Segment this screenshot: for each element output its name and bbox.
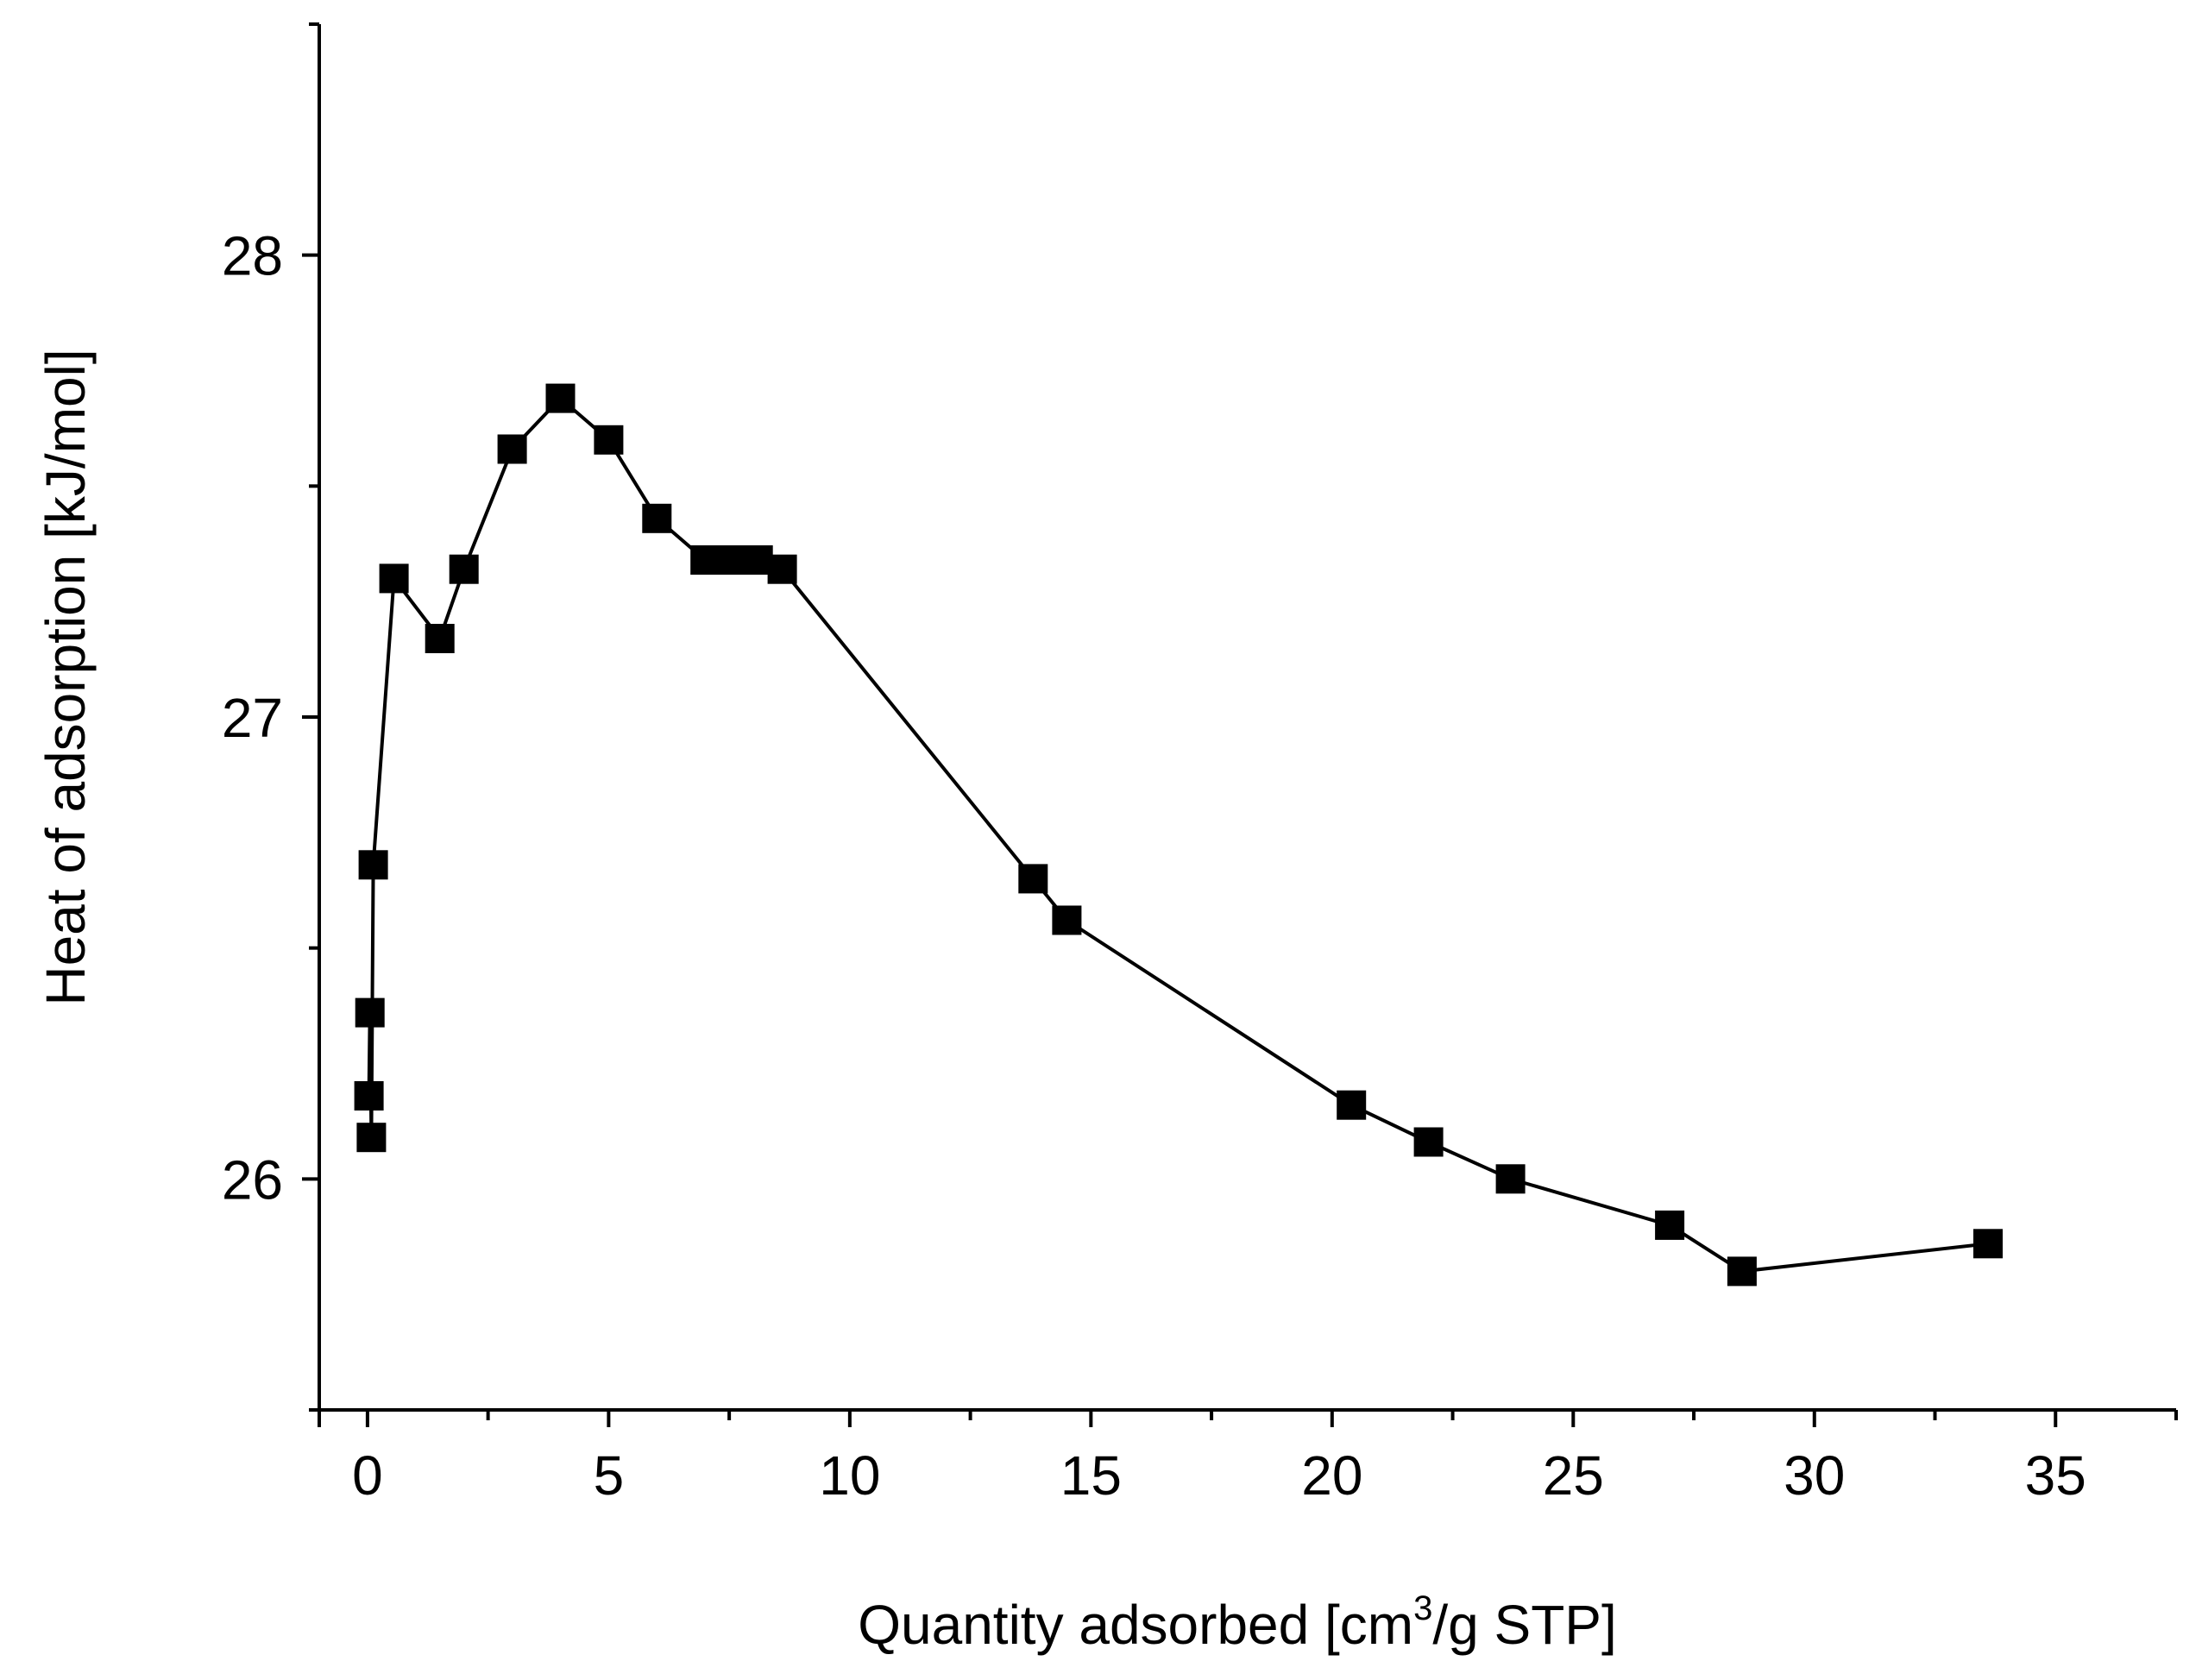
y-axis-title: Heat of adsorption [kJ/mol] [35,349,97,1005]
data-point-marker [1413,1127,1444,1157]
data-point-marker [767,554,797,584]
x-axis-title-end: /g STP] [1432,1594,1616,1656]
data-markers [354,383,2003,1287]
data-point-marker [642,503,672,533]
x-tick-label: 0 [352,1444,383,1507]
data-point-marker [449,554,479,584]
x-tick-label: 5 [594,1444,625,1507]
data-point-marker [594,425,624,455]
x-tick-label: 15 [1060,1444,1122,1507]
data-point-marker [1655,1210,1685,1240]
x-tick-label: 35 [2025,1444,2086,1507]
x-axis-title: Quantity adsorbed [cm3/g STP] [858,1589,1617,1656]
x-tick-label: 30 [1784,1444,1845,1507]
data-point-marker [354,1081,384,1111]
data-point-marker [358,850,388,880]
data-point-marker [1018,864,1048,894]
data-point-marker [379,563,409,594]
y-tick-label: 28 [222,225,283,287]
y-ticks: 26 27 28 [222,22,319,1412]
x-tick-label: 10 [819,1444,880,1507]
y-tick-label: 26 [222,1148,283,1211]
data-point-marker [1973,1229,2003,1259]
data-point-marker [1495,1164,1526,1194]
data-point-marker [356,1123,387,1153]
data-point-marker [425,624,455,653]
data-point-marker [355,997,385,1028]
data-point-marker [497,434,527,464]
data-point-marker [1337,1090,1367,1120]
y-tick-label: 27 [222,687,283,749]
x-tick-label: 20 [1301,1444,1362,1507]
x-ticks: 0 5 10 15 20 25 30 35 [318,1410,2178,1507]
x-axis-title-superscript: 3 [1413,1589,1432,1627]
data-point-marker [1727,1256,1757,1287]
data-point-marker [545,383,576,413]
series-line [367,395,1989,1274]
data-point-marker [1052,905,1082,935]
axes [318,24,2176,1412]
x-tick-label: 25 [1543,1444,1604,1507]
x-axis-title-main: Quantity adsorbed [cm [858,1594,1413,1656]
